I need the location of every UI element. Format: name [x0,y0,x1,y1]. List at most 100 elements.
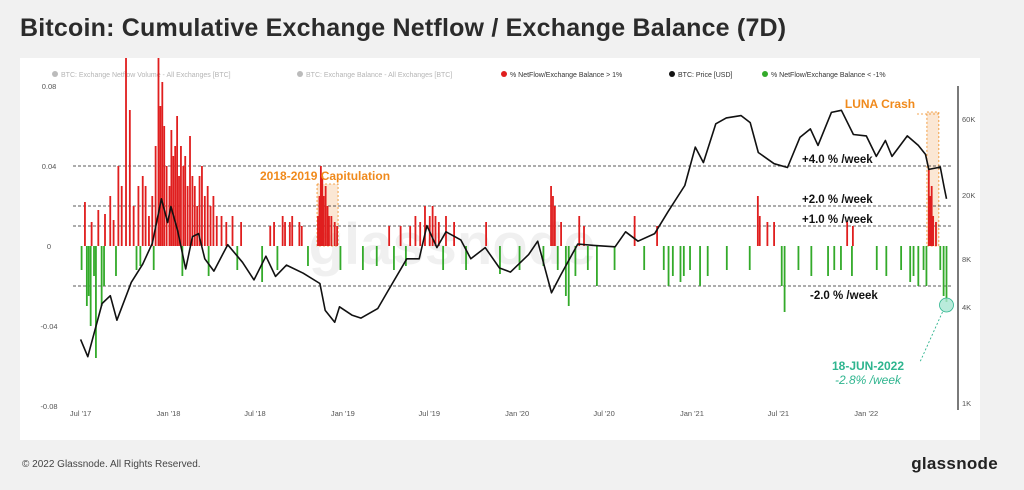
x-tick-label: Jan '18 [157,409,181,418]
netflow-bar [336,226,339,246]
netflow-bar [375,246,378,266]
x-tick-label: Jan '22 [854,409,878,418]
netflow-bar [215,216,218,246]
netflow-bar [207,246,210,276]
netflow-bar [322,196,325,246]
netflow-bar [174,146,177,246]
netflow-bar [725,246,728,270]
netflow-bar [333,222,336,246]
netflow-bar [518,246,521,270]
y-axis: -0.08 -0.04 0 0.04 0.08 [40,82,57,411]
netflow-bar [574,246,577,276]
netflow-bar [151,196,154,246]
netflow-bar [361,246,364,270]
netflow-bar [87,246,90,296]
netflow-bar [159,106,162,246]
netflow-bar [152,246,155,270]
netflow-bar [324,186,327,246]
netflow-bar [748,246,751,270]
threshold-lines: +4.0 % /week +2.0 % /week +1.0 % /week -2.0… [73,154,953,302]
netflow-bar [550,186,552,246]
netflow-bar [453,222,456,246]
netflow-bar [154,146,157,246]
netflow-bar [553,206,556,246]
netflow-bar [135,246,138,270]
annotations: 2018-2019 Capitulation LUNA Crash [260,97,939,183]
legend-marker [669,71,675,77]
netflow-bar [193,186,196,246]
netflow-bar [682,246,685,276]
netflow-bar [307,246,309,266]
netflow-bar [922,246,925,270]
legend-marker [52,71,58,77]
netflow-bar [656,226,658,246]
netflow-bar [414,216,417,246]
netflow-bar [851,226,854,246]
netflow-bar [196,206,199,246]
netflow-bar [567,246,570,306]
netflow-bar [419,222,422,246]
netflow-bar [176,116,179,246]
netflow-bar [633,216,636,246]
y-right-tick-label: 8K [962,255,971,264]
netflow-bar [170,130,173,246]
netflow-bar [485,222,488,246]
netflow-bar [281,216,284,246]
netflow-bar [935,222,937,246]
netflow-bar [434,216,437,246]
netflow-bar [780,246,783,286]
netflow-bar [912,246,915,276]
netflow-bar [148,216,150,246]
brand-logo: glassnode [911,454,998,473]
copyright: © 2022 Glassnode. All Rights Reserved. [22,459,201,470]
netflow-bar [84,202,86,246]
x-tick-label: Jan '19 [331,409,355,418]
netflow-bar [198,176,201,246]
callout-marker [939,297,954,313]
netflow-bar [284,222,286,246]
annotation-label: LUNA Crash [845,97,915,111]
netflow-bar [184,156,187,246]
x-tick-label: Jul '18 [244,409,265,418]
netflow-bar [783,246,786,312]
netflow-bar [827,246,829,276]
annotation-label: 2018-2019 Capitulation [260,169,390,183]
netflow-bar [220,216,223,246]
netflow-bar [330,216,333,246]
netflow-bar [613,246,616,270]
chart-card: BTC: Exchange Netflow Volume - All Excha… [20,54,980,440]
threshold-label: +1.0 % /week [802,214,873,226]
callout-date: 18-JUN-2022 [832,359,904,373]
netflow-bar [556,246,559,270]
netflow-bar [115,246,117,276]
netflow-bar [104,214,106,246]
netflow-bar [181,246,184,276]
netflow-bar [203,196,206,246]
netflow-bar [109,196,112,246]
netflow-bar [172,156,175,246]
netflow-bar [321,176,324,246]
netflow-bar [930,186,933,246]
netflow-bar [706,246,709,276]
netflow-bar [465,246,467,270]
x-tick-label: Jan '20 [505,409,529,418]
netflow-bar [424,206,426,246]
netflow-bar [273,222,275,246]
netflow-bar [180,146,182,246]
price-series-line [79,109,948,358]
legend-label: BTC: Exchange Balance - All Exchanges [B… [306,72,452,79]
netflow-bar [929,196,932,246]
annotation-band [926,111,940,247]
y-right-tick-label: 60K [962,115,975,124]
netflow-bar [93,246,95,276]
netflow-bar [191,176,194,246]
netflow-bar [393,246,395,270]
netflow-bar [437,222,440,246]
netflow-bar [139,246,142,266]
netflow-bar [932,216,935,246]
y-right-tick-label: 20K [962,191,975,200]
netflow-bar [409,226,412,246]
netflow-bar [756,196,759,246]
netflow-bar [276,246,279,270]
netflow-bar [552,196,554,246]
